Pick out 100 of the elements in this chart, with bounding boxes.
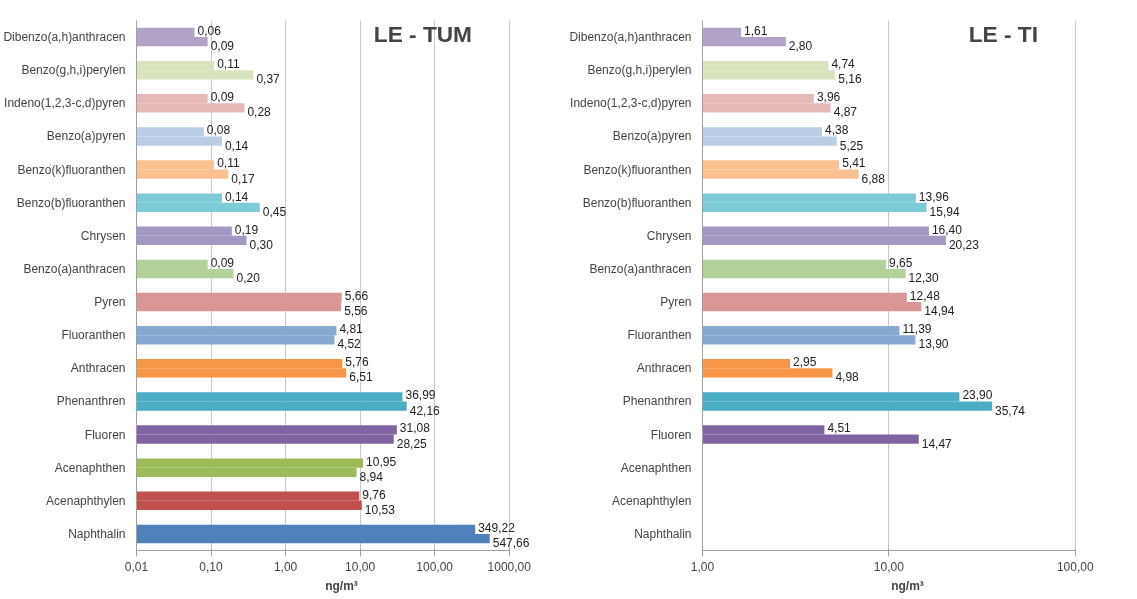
y-tick-label: Fluoren (84, 427, 126, 442)
y-tick-label: Acenaphthylen (612, 493, 692, 508)
y-tick-label: Benzo(a)anthracen (589, 261, 692, 276)
data-label: 4,87 (833, 105, 858, 120)
data-label: 10,53 (364, 502, 396, 517)
data-label: 0,14 (224, 189, 249, 204)
data-label: 6,88 (861, 171, 886, 186)
x-tick-label: 1,00 (690, 559, 715, 574)
data-label: 4,74 (831, 57, 856, 72)
y-tick-label: Acenaphthylen (46, 493, 126, 508)
data-label: 15,94 (929, 204, 960, 219)
data-label: 28,25 (396, 436, 428, 451)
data-label: 0,06 (197, 23, 222, 38)
data-label: 3,96 (816, 90, 841, 105)
y-tick-label: Benzo(a)pyren (612, 129, 692, 144)
y-tick-label: Phenanthren (622, 394, 692, 409)
x-axis-title: ng/m³ (325, 578, 358, 593)
y-tick-label: Fluoren (650, 427, 692, 442)
data-label: 6,51 (349, 370, 373, 385)
data-label: 9,65 (888, 255, 913, 270)
y-tick-label: Benzo(g,h,i)perylen (587, 63, 692, 78)
data-label: 4,51 (827, 421, 852, 436)
y-tick-label: Naphthalin (634, 526, 692, 541)
y-tick-label: Fluoranthen (627, 328, 692, 343)
data-label: 23,90 (962, 388, 993, 403)
data-label: 42,16 (409, 403, 441, 418)
y-tick-label: Naphthalin (68, 526, 126, 541)
y-tick-label: Chrysen (646, 228, 692, 243)
y-tick-label: Indeno(1,2,3-c,d)pyren (570, 96, 692, 111)
y-tick-label: Chrysen (80, 228, 126, 243)
y-tick-label: Benzo(a)pyren (46, 129, 126, 144)
x-tick-label: 0,01 (124, 559, 149, 574)
x-axis-title: ng/m³ (891, 578, 924, 593)
data-label: 31,08 (399, 421, 431, 436)
data-label: 5,25 (839, 138, 864, 153)
y-tick-label: Fluoranthen (61, 328, 126, 343)
data-label: 13,90 (918, 337, 949, 352)
data-label: 2,95 (793, 355, 817, 370)
y-tick-label: Benzo(b)fluoranthen (582, 195, 692, 210)
data-label: 0,08 (206, 123, 231, 138)
y-tick-label: Dibenzo(a,h)anthracen (3, 30, 126, 45)
y-tick-label: Benzo(g,h,i)perylen (21, 63, 126, 78)
data-label: 0,28 (247, 105, 272, 120)
data-label: 0,11 (217, 57, 240, 72)
data-label: 4,98 (835, 370, 860, 385)
data-label: 10,95 (366, 454, 397, 469)
y-tick-label: Acenaphthen (620, 460, 692, 475)
y-tick-label: Pyren (660, 295, 692, 310)
data-label: 5,16 (838, 72, 862, 87)
data-label: 0,14 (224, 138, 249, 153)
data-label: 0,30 (249, 237, 274, 252)
data-label: 14,94 (924, 304, 955, 319)
chart-title: LE - TUM (373, 21, 472, 47)
data-label: 0,37 (256, 72, 281, 87)
data-label: 0,19 (234, 222, 259, 237)
data-label: 12,48 (909, 288, 941, 303)
data-label: 0,09 (210, 39, 235, 54)
y-tick-label: Benzo(b)fluoranthen (16, 195, 126, 210)
y-tick-label: Anthracen (70, 361, 126, 376)
y-tick-label: Benzo(k)fluoranthen (17, 162, 126, 177)
x-tick-label: 100,00 (1056, 559, 1094, 574)
data-label: 2,80 (788, 39, 813, 54)
data-label: 16,40 (931, 222, 963, 237)
chart-title: LE - TI (968, 21, 1038, 47)
y-tick-label: Phenanthren (56, 394, 126, 409)
y-tick-label: Acenaphthen (54, 460, 126, 475)
data-label: 35,74 (994, 403, 1026, 418)
data-label: 0,09 (210, 90, 235, 105)
data-label: 1,61 (744, 23, 768, 38)
data-label: 4,38 (825, 123, 849, 138)
y-tick-label: Pyren (94, 295, 126, 310)
data-label: 9,76 (362, 487, 387, 502)
data-label: 5,76 (345, 355, 369, 370)
x-tick-label: 1,00 (273, 559, 298, 574)
data-label: 0,17 (231, 171, 255, 186)
data-label: 0,09 (210, 255, 235, 270)
x-tick-label: 1000,00 (487, 559, 532, 574)
x-tick-label: 0,10 (199, 559, 224, 574)
data-label: 12,30 (908, 271, 939, 286)
data-label: 36,99 (405, 388, 436, 403)
data-label: 20,23 (948, 237, 980, 252)
data-label: 0,45 (262, 204, 287, 219)
data-label: 8,94 (359, 469, 384, 484)
y-tick-label: Indeno(1,2,3-c,d)pyren (4, 96, 126, 111)
y-tick-label: Dibenzo(a,h)anthracen (569, 30, 692, 45)
data-label: 14,47 (921, 436, 953, 451)
data-label: 0,20 (236, 271, 261, 286)
x-tick-label: 10,00 (873, 559, 905, 574)
data-label: 4,81 (339, 322, 364, 337)
y-tick-label: Benzo(k)fluoranthen (583, 162, 692, 177)
data-label: 5,41 (842, 156, 866, 171)
x-tick-label: 10,00 (345, 559, 376, 574)
data-label: 5,56 (344, 304, 368, 319)
data-label: 5,66 (344, 288, 369, 303)
x-tick-label: 100,00 (416, 559, 454, 574)
data-label: 4,52 (337, 337, 362, 352)
y-tick-label: Benzo(a)anthracen (23, 261, 126, 276)
y-tick-label: Anthracen (636, 361, 692, 376)
data-label: 0,11 (217, 156, 240, 171)
data-label: 13,96 (918, 189, 950, 204)
